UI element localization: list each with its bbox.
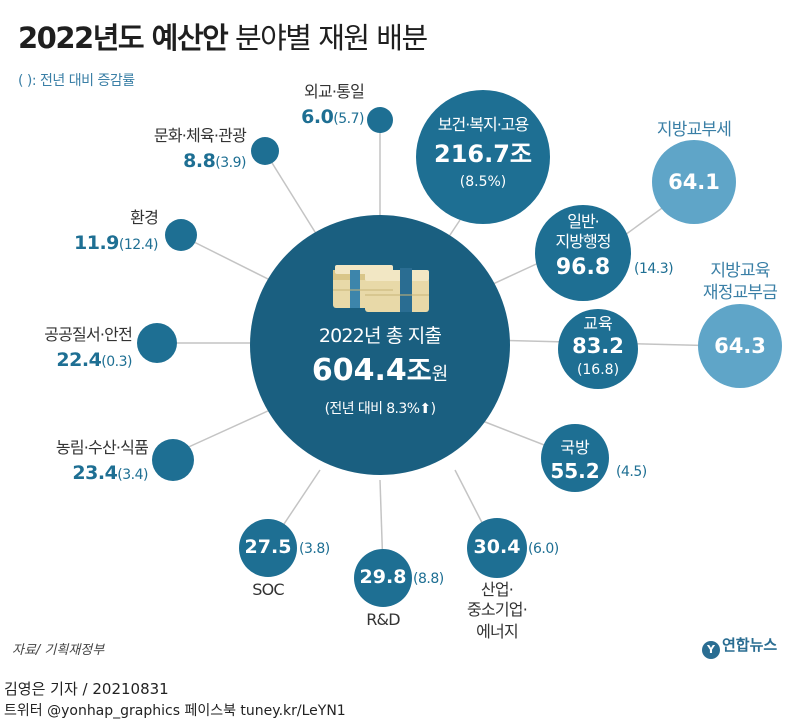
industry-name-2: 중소기업·: [467, 600, 528, 619]
culture-figure: 8.8(3.9): [118, 152, 246, 171]
total-circle: [250, 215, 510, 475]
foreign-affairs-value: 6.0: [301, 106, 334, 128]
reporter-credit: 김영은 기자 / 20210831: [4, 680, 169, 698]
culture-circle: [251, 137, 279, 165]
environment-name: 환경: [130, 208, 159, 227]
foreign-affairs-pct: (5.7): [333, 111, 364, 127]
industry-value: 30.4: [473, 536, 521, 558]
industry-name-1: 산업·: [480, 580, 514, 599]
yonhap-logo: Y 연합뉴스: [702, 638, 777, 659]
up-arrow-icon: ⬆: [419, 401, 431, 417]
center-heading: 2022년 총 지출: [318, 325, 442, 347]
title-thin: 분야별 재원 배분: [234, 21, 428, 55]
health-value: 216.7조: [434, 140, 532, 168]
general-value: 96.8: [555, 255, 611, 280]
social-links: 트위터 @yonhap_graphics 페이스북 tuney.kr/LeYN1: [4, 703, 346, 719]
source-note: 자료/ 기획재정부: [12, 643, 105, 658]
general-admin-circle: [535, 205, 631, 301]
center-change: (전년 대비 8.3%⬆): [290, 402, 470, 416]
rnd-pct: (8.8): [413, 571, 444, 587]
soc-name: SOC: [252, 580, 284, 599]
page-title: 2022년도 예산안 분야별 재원 배분: [18, 21, 428, 55]
local-tax-name: 지방교부세: [656, 120, 732, 140]
general-pct: (14.3): [634, 261, 674, 277]
culture-pct: (3.9): [215, 155, 246, 171]
general-name-1: 일반·: [567, 212, 600, 231]
rnd-name: R&D: [366, 610, 400, 629]
local-tax-value: 64.1: [668, 170, 720, 194]
education-pct: (16.8): [576, 362, 620, 378]
yonhap-logo-text: 연합뉴스: [722, 636, 778, 654]
education-circle: [558, 309, 638, 389]
center-total-unit-big: 조: [406, 356, 432, 387]
center-total-value: 604.4: [311, 353, 407, 388]
defense-value: 55.2: [550, 459, 600, 483]
public-order-name: 공공질서·안전: [44, 325, 133, 344]
defense-circle: [541, 424, 609, 492]
health-pct: (8.5%): [459, 174, 507, 190]
public-order-figure: 22.4(0.3): [8, 351, 132, 370]
local-edu-value: 64.3: [714, 334, 766, 358]
foreign-affairs-figure: 6.0(5.7): [248, 108, 364, 127]
soc-pct: (3.8): [299, 541, 330, 557]
title-bold: 2022년도 예산안: [18, 21, 229, 55]
defense-pct: (4.5): [616, 464, 647, 480]
center-total: 604.4조원: [290, 356, 470, 386]
public-order-value: 22.4: [56, 349, 102, 371]
local-edu-circle: [698, 304, 782, 388]
health-name: 보건·복지·고용: [437, 115, 530, 134]
center-change-text: (전년 대비 8.3%: [324, 401, 420, 417]
industry-circle: [467, 518, 527, 578]
culture-name: 문화·체육·관광: [153, 126, 247, 145]
rnd-value: 29.8: [359, 566, 407, 588]
industry-pct: (6.0): [528, 541, 559, 557]
soc-circle: [239, 519, 297, 577]
agri-figure: 23.4(3.4): [22, 464, 148, 483]
health-circle: [416, 90, 550, 224]
public-order-pct: (0.3): [101, 354, 132, 370]
agri-pct: (3.4): [117, 467, 148, 483]
money-icon: [333, 265, 429, 312]
education-name: 교육: [583, 314, 613, 333]
agri-circle: [152, 439, 194, 481]
culture-value: 8.8: [183, 150, 216, 172]
agri-value: 23.4: [72, 462, 118, 484]
environment-circle: [165, 219, 197, 251]
rnd-circle: [354, 549, 412, 607]
center-total-unit-small: 원: [431, 364, 449, 385]
public-order-circle: [137, 323, 177, 363]
local-edu-name-2: 재정교부금: [702, 283, 778, 303]
environment-value: 11.9: [74, 232, 119, 254]
soc-value: 27.5: [244, 536, 292, 558]
environment-figure: 11.9(12.4): [30, 232, 159, 254]
general-name-2: 지방행정: [555, 232, 612, 251]
foreign-affairs-name: 외교·통일: [304, 82, 365, 101]
center-change-close: ): [430, 401, 436, 417]
local-edu-name-1: 지방교육: [710, 261, 770, 281]
change-rate-note: ( ): 전년 대비 증감률: [18, 73, 135, 89]
industry-name-3: 에너지: [476, 622, 519, 641]
education-value: 83.2: [572, 334, 624, 358]
foreign-affairs-circle: [367, 107, 393, 133]
environment-pct: (12.4): [118, 237, 159, 253]
agri-name: 농림·수산·식품: [55, 438, 149, 457]
local-tax-circle: [652, 140, 736, 224]
yonhap-logo-icon: Y: [702, 641, 720, 659]
defense-name: 국방: [560, 438, 590, 457]
